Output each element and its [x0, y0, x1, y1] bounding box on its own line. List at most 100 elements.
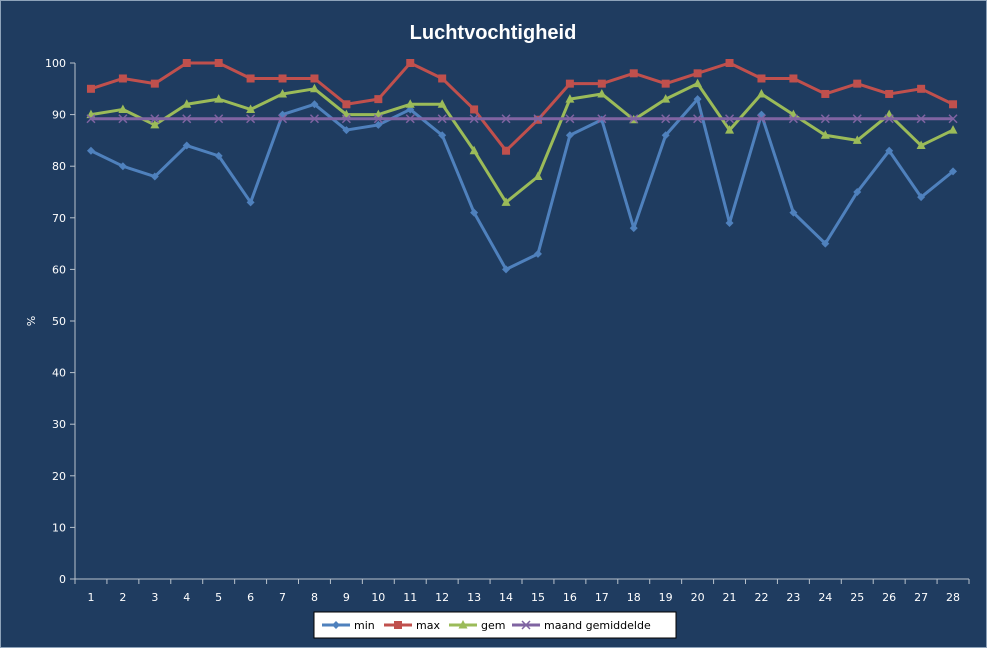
data-point-gem	[916, 140, 926, 150]
data-point-maand-gemiddelde	[533, 114, 543, 124]
data-point-min	[150, 172, 159, 181]
data-point-max	[150, 79, 159, 88]
data-point-min	[86, 146, 95, 155]
data-point-min	[885, 146, 894, 155]
data-point-maand-gemiddelde	[597, 114, 607, 124]
y-axis-label: %	[25, 316, 38, 326]
y-tick-label: 10	[52, 521, 66, 534]
data-point-max	[86, 84, 95, 93]
y-tick-label: 30	[52, 418, 66, 431]
data-point-max	[629, 69, 638, 78]
x-tick-label: 10	[371, 591, 385, 604]
data-point-maand-gemiddelde	[884, 114, 894, 124]
data-point-min	[629, 224, 638, 233]
data-point-gem	[565, 94, 575, 103]
data-point-gem	[756, 88, 766, 98]
data-point-maand-gemiddelde	[246, 114, 256, 124]
data-point-maand-gemiddelde	[405, 114, 415, 124]
y-tick-label: 80	[52, 160, 66, 173]
x-tick-label: 5	[215, 591, 222, 604]
data-point-gem	[118, 104, 128, 113]
data-point-maand-gemiddelde	[278, 114, 288, 124]
data-point-gem	[150, 119, 160, 129]
y-tick-label: 70	[52, 212, 66, 225]
data-point-maand-gemiddelde	[948, 114, 958, 124]
x-tick-label: 28	[946, 591, 960, 604]
x-tick-label: 12	[435, 591, 449, 604]
legend-marker-maand-gemiddelde	[521, 620, 531, 630]
legend-label-max: max	[416, 619, 440, 632]
data-point-max	[949, 100, 958, 109]
data-point-gem	[884, 109, 894, 119]
data-point-max	[693, 69, 702, 78]
data-point-max	[310, 74, 319, 83]
data-point-gem	[437, 99, 447, 108]
data-point-min	[693, 95, 702, 104]
data-point-min	[502, 265, 511, 274]
x-tick-label: 13	[467, 591, 481, 604]
data-point-gem	[597, 88, 607, 98]
data-point-max	[821, 89, 830, 98]
data-point-gem	[693, 78, 703, 88]
legend-marker-max	[394, 621, 402, 629]
x-tick-label: 2	[119, 591, 126, 604]
data-point-max	[853, 79, 862, 88]
series-gem	[86, 78, 958, 206]
data-point-max	[757, 74, 766, 83]
data-point-min	[214, 151, 223, 160]
data-point-maand-gemiddelde	[820, 114, 830, 124]
data-point-maand-gemiddelde	[788, 114, 798, 124]
data-point-max	[438, 74, 447, 83]
series-min	[86, 95, 958, 274]
x-tick-label: 6	[247, 591, 254, 604]
data-point-min	[182, 141, 191, 150]
data-point-maand-gemiddelde	[756, 114, 766, 124]
data-point-min	[438, 131, 447, 140]
x-tick-label: 11	[403, 591, 417, 604]
data-point-min	[789, 208, 798, 217]
data-point-gem	[852, 135, 862, 144]
legend-marker-min	[332, 621, 340, 629]
data-point-min	[246, 198, 255, 207]
data-point-maand-gemiddelde	[373, 114, 383, 124]
series-line-max	[90, 61, 954, 153]
data-point-maand-gemiddelde	[150, 114, 160, 124]
x-tick-label: 19	[659, 591, 673, 604]
data-point-gem	[214, 94, 224, 103]
x-tick-label: 9	[343, 591, 350, 604]
series-maand-gemiddelde	[86, 114, 958, 124]
data-point-gem	[278, 88, 288, 98]
x-tick-label: 22	[754, 591, 768, 604]
data-point-min	[725, 218, 734, 227]
data-point-min	[565, 131, 574, 140]
data-point-max	[406, 59, 415, 67]
x-tick-label: 3	[151, 591, 158, 604]
data-point-maand-gemiddelde	[469, 114, 479, 124]
data-point-min	[853, 188, 862, 196]
x-tick-label: 26	[882, 591, 896, 604]
series-line-gem	[90, 82, 954, 204]
data-point-gem	[501, 197, 511, 206]
data-point-max	[565, 79, 574, 88]
data-point-max	[885, 89, 894, 98]
x-tick-label: 17	[595, 591, 609, 604]
data-point-min	[374, 120, 383, 129]
legend-label-maand-gemiddelde: maand gemiddelde	[544, 619, 651, 632]
y-tick-label: 50	[52, 315, 66, 328]
x-tick-label: 21	[723, 591, 737, 604]
legend-label-gem: gem	[481, 619, 505, 632]
data-point-maand-gemiddelde	[693, 114, 703, 124]
data-point-maand-gemiddelde	[501, 114, 511, 124]
x-tick-label: 20	[691, 591, 705, 604]
x-tick-label: 7	[279, 591, 286, 604]
data-point-min	[917, 193, 926, 202]
y-tick-label: 20	[52, 470, 66, 483]
x-tick-label: 16	[563, 591, 577, 604]
data-point-gem	[661, 94, 671, 103]
data-point-max	[246, 74, 255, 83]
data-point-max	[502, 146, 511, 155]
x-tick-label: 23	[786, 591, 800, 604]
x-tick-label: 1	[87, 591, 94, 604]
